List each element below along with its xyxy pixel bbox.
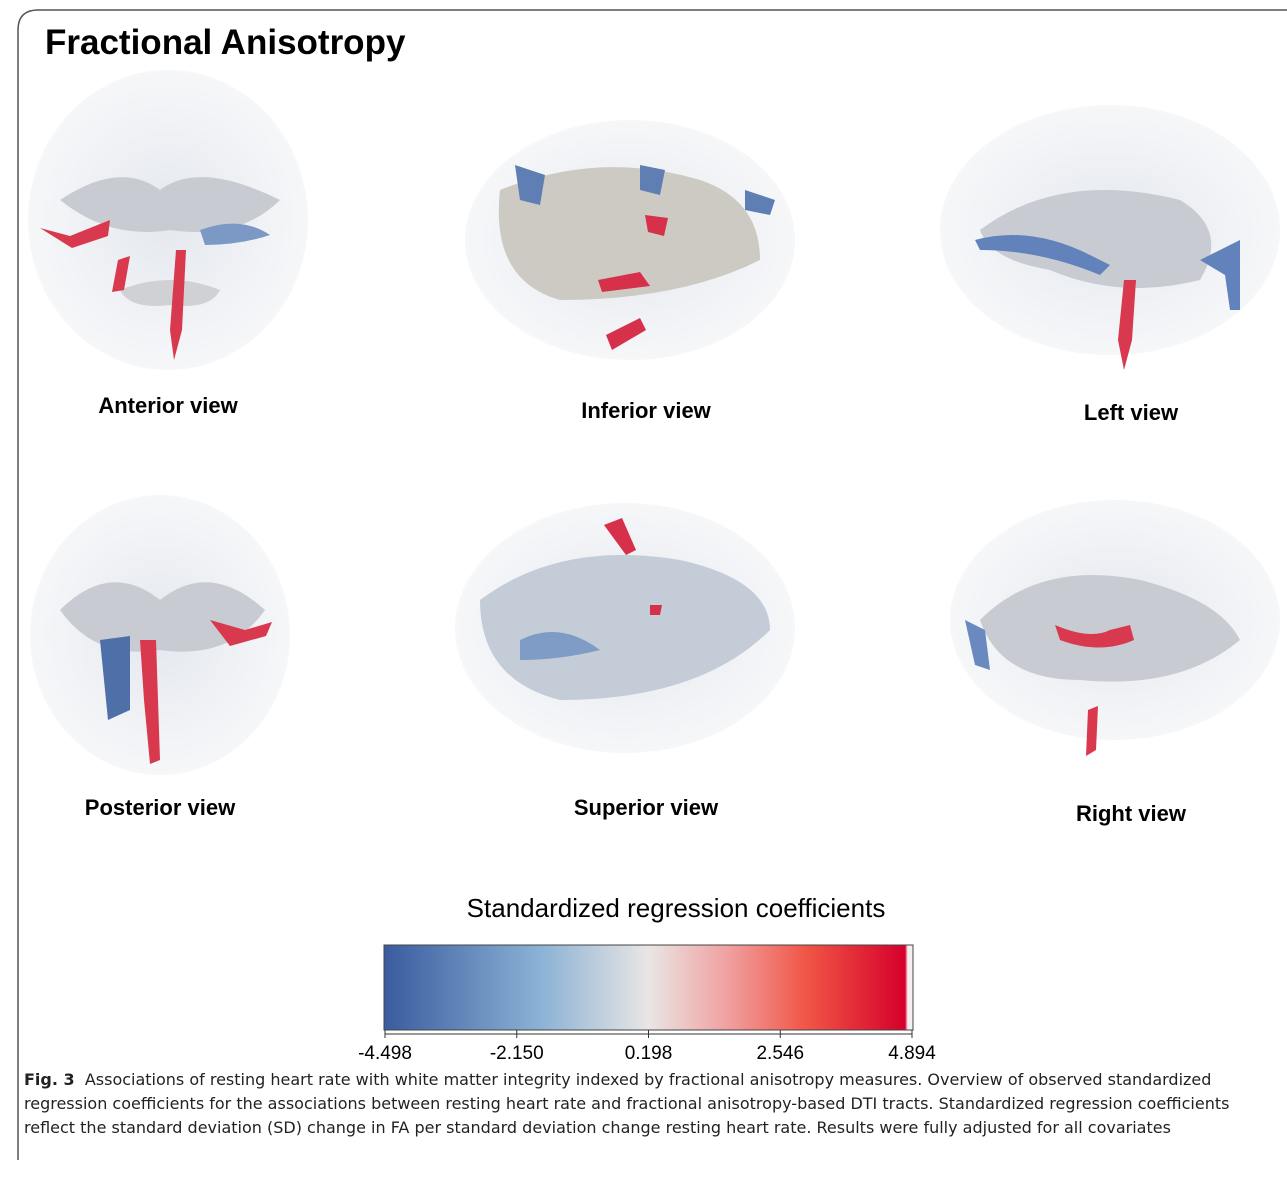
tick-label: 0.198 <box>625 1043 673 1064</box>
brain-inferior <box>465 120 795 360</box>
tick-label: -4.498 <box>358 1043 412 1064</box>
colorbar-ticks: -4.498 -2.150 0.198 2.546 4.894 <box>358 1030 936 1064</box>
figure-title: Fractional Anisotropy <box>45 23 406 62</box>
colorbar <box>383 944 914 1031</box>
view-label: Inferior view <box>581 398 711 423</box>
view-label: Left view <box>1084 400 1179 425</box>
colorbar-title: Standardized regression coefficients <box>467 893 886 923</box>
view-label: Superior view <box>574 795 719 820</box>
tick-label: 2.546 <box>756 1043 804 1064</box>
view-label: Anterior view <box>98 393 238 418</box>
caption: Fig. 3 Associations of resting heart rat… <box>24 1068 1274 1140</box>
brain-anterior <box>28 70 308 370</box>
brain-posterior <box>30 495 290 775</box>
brain-right <box>950 500 1280 756</box>
brain-left <box>940 105 1280 370</box>
view-label: Right view <box>1076 801 1187 826</box>
tick-label: -2.150 <box>490 1043 544 1064</box>
caption-text: Associations of resting heart rate with … <box>24 1070 1230 1137</box>
tick-label: 4.894 <box>888 1043 936 1064</box>
view-label: Posterior view <box>85 795 236 820</box>
frame <box>17 9 1287 1160</box>
brain-superior <box>455 503 795 753</box>
caption-label: Fig. 3 <box>24 1070 75 1089</box>
